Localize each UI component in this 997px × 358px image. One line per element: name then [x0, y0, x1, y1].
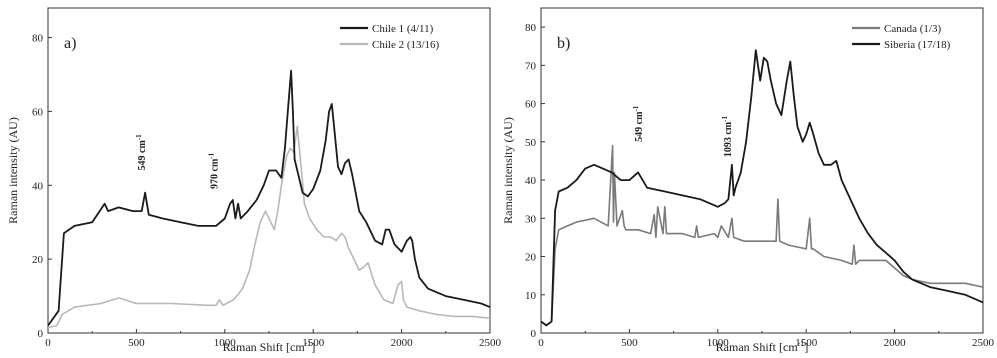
y-tick-label: 80: [525, 22, 537, 34]
series-line-canada: [540, 144, 984, 327]
x-tick-label: 2500: [972, 337, 995, 349]
x-axis-label: Raman Shift [cm-1]: [716, 339, 809, 354]
y-tick-label: 80: [32, 33, 44, 45]
peak-annotation: 970 cm-1: [208, 152, 221, 189]
y-axis-label: Raman intensity (AU): [501, 117, 515, 224]
x-tick-label: 2000: [884, 337, 907, 349]
y-tick-label: 40: [525, 175, 537, 187]
legend-label: Siberia (17/18): [884, 39, 951, 51]
y-tick-label: 0: [38, 328, 44, 340]
series-line-chile: [47, 69, 491, 327]
panel-a: 0 500 1000 1500 2000 2500 0 20 40 60 80 Raman Shift…: [6, 7, 502, 354]
x-tick-label: 0: [45, 337, 51, 349]
x-tick-label: 500: [621, 337, 638, 349]
y-tick-label: 50: [525, 137, 537, 149]
legend-label: Chile 2 (13/16): [372, 39, 440, 51]
x-tick-label: 1500: [795, 337, 818, 349]
x-tick-label: 1500: [302, 337, 325, 349]
y-tick-label: 60: [32, 106, 44, 118]
y-axis-label: Raman intensity (AU): [6, 117, 20, 224]
x-axis-label: Raman Shift [cm-1]: [223, 339, 316, 354]
y-tick-label: 0: [531, 328, 537, 340]
y-tick-label: 70: [525, 60, 537, 72]
x-tick-label: 1000: [214, 337, 237, 349]
legend-label: Chile 1 (4/11): [372, 23, 434, 35]
panel-b: 0 500 1000 1500 2000 2500 0 10 20 30 40 50 60 70 80 Ram…: [501, 7, 995, 354]
x-tick-label: 1000: [707, 337, 730, 349]
series-line-siberia: [540, 49, 984, 327]
y-tick-label: 20: [32, 254, 44, 266]
peak-annotation: 1093 cm-1: [721, 116, 734, 158]
peak-annotation: 549 cm-1: [632, 105, 645, 142]
y-tick-label: 10: [525, 290, 537, 302]
y-tick-label: 30: [525, 213, 537, 225]
panel-label: b): [557, 35, 570, 52]
y-tick-label: 60: [525, 99, 537, 111]
x-tick-label: 0: [538, 337, 544, 349]
y-tick-label: 40: [32, 180, 44, 192]
series-line-chile: [47, 125, 491, 329]
x-tick-label: 2000: [391, 337, 414, 349]
panel-label: a): [64, 35, 76, 52]
peak-annotation: 549 cm-1: [135, 134, 148, 171]
y-tick-label: 20: [525, 252, 537, 264]
x-tick-label: 500: [128, 337, 145, 349]
legend-label: Canada (1/3): [884, 23, 941, 35]
x-tick-label: 2500: [479, 337, 502, 349]
